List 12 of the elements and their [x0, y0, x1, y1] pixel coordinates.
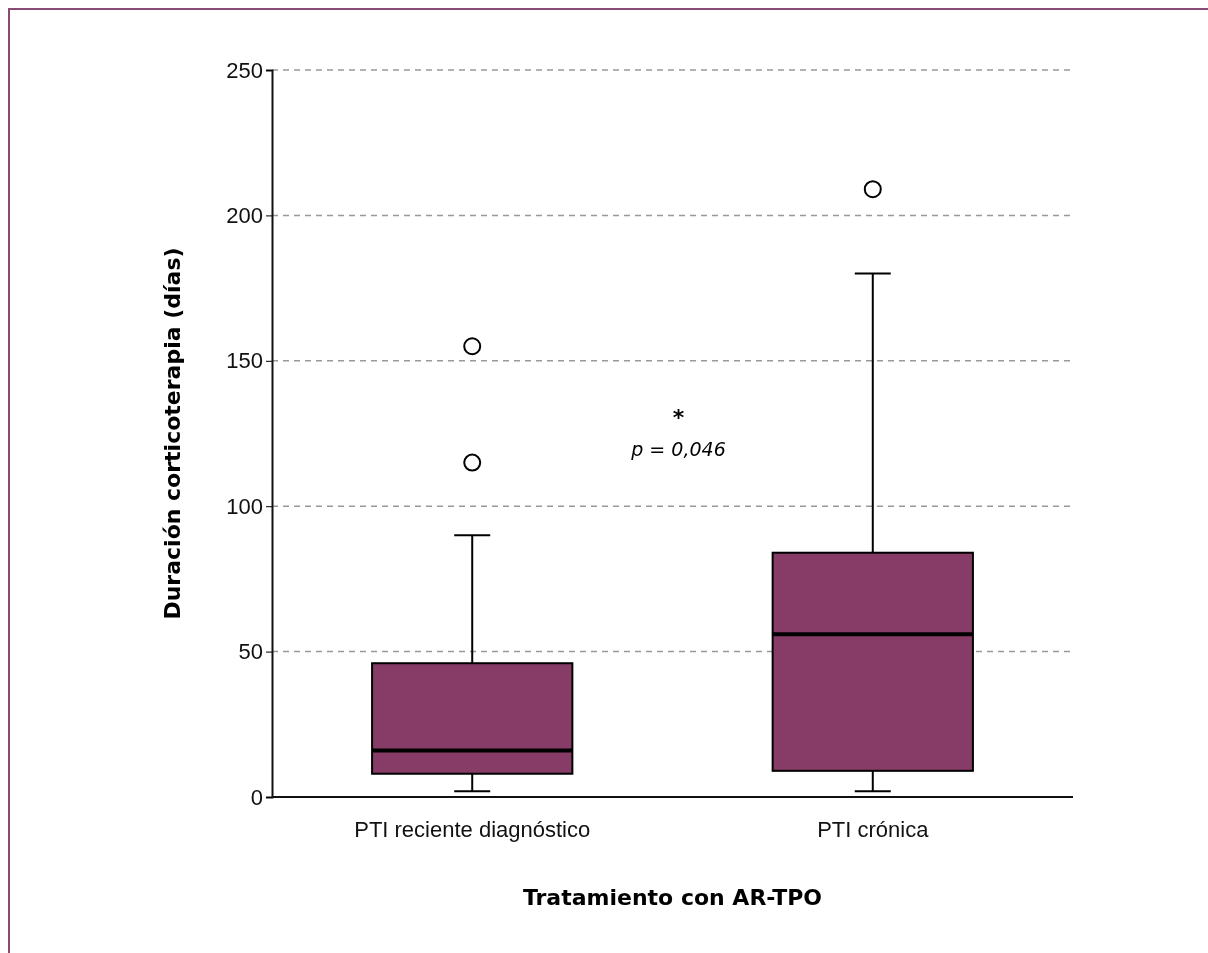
y-tick-label: 250: [226, 57, 263, 83]
y-tick-label: 0: [250, 784, 263, 810]
x-axis-title: Tratamiento con AR-TPO: [522, 885, 823, 910]
x-tick-label: PTI crónica: [817, 817, 930, 843]
y-tick-label: 100: [226, 493, 263, 519]
x-tick-label: PTI reciente diagnóstico: [354, 817, 591, 843]
y-tick-label: 150: [226, 348, 263, 374]
y-axis-title: Duración corticoterapia (días): [160, 247, 185, 620]
annotation: p = 0,046: [630, 438, 726, 460]
annotation: *: [672, 405, 685, 430]
y-tick-label: 200: [226, 202, 263, 228]
y-tick-label: 50: [238, 639, 263, 665]
